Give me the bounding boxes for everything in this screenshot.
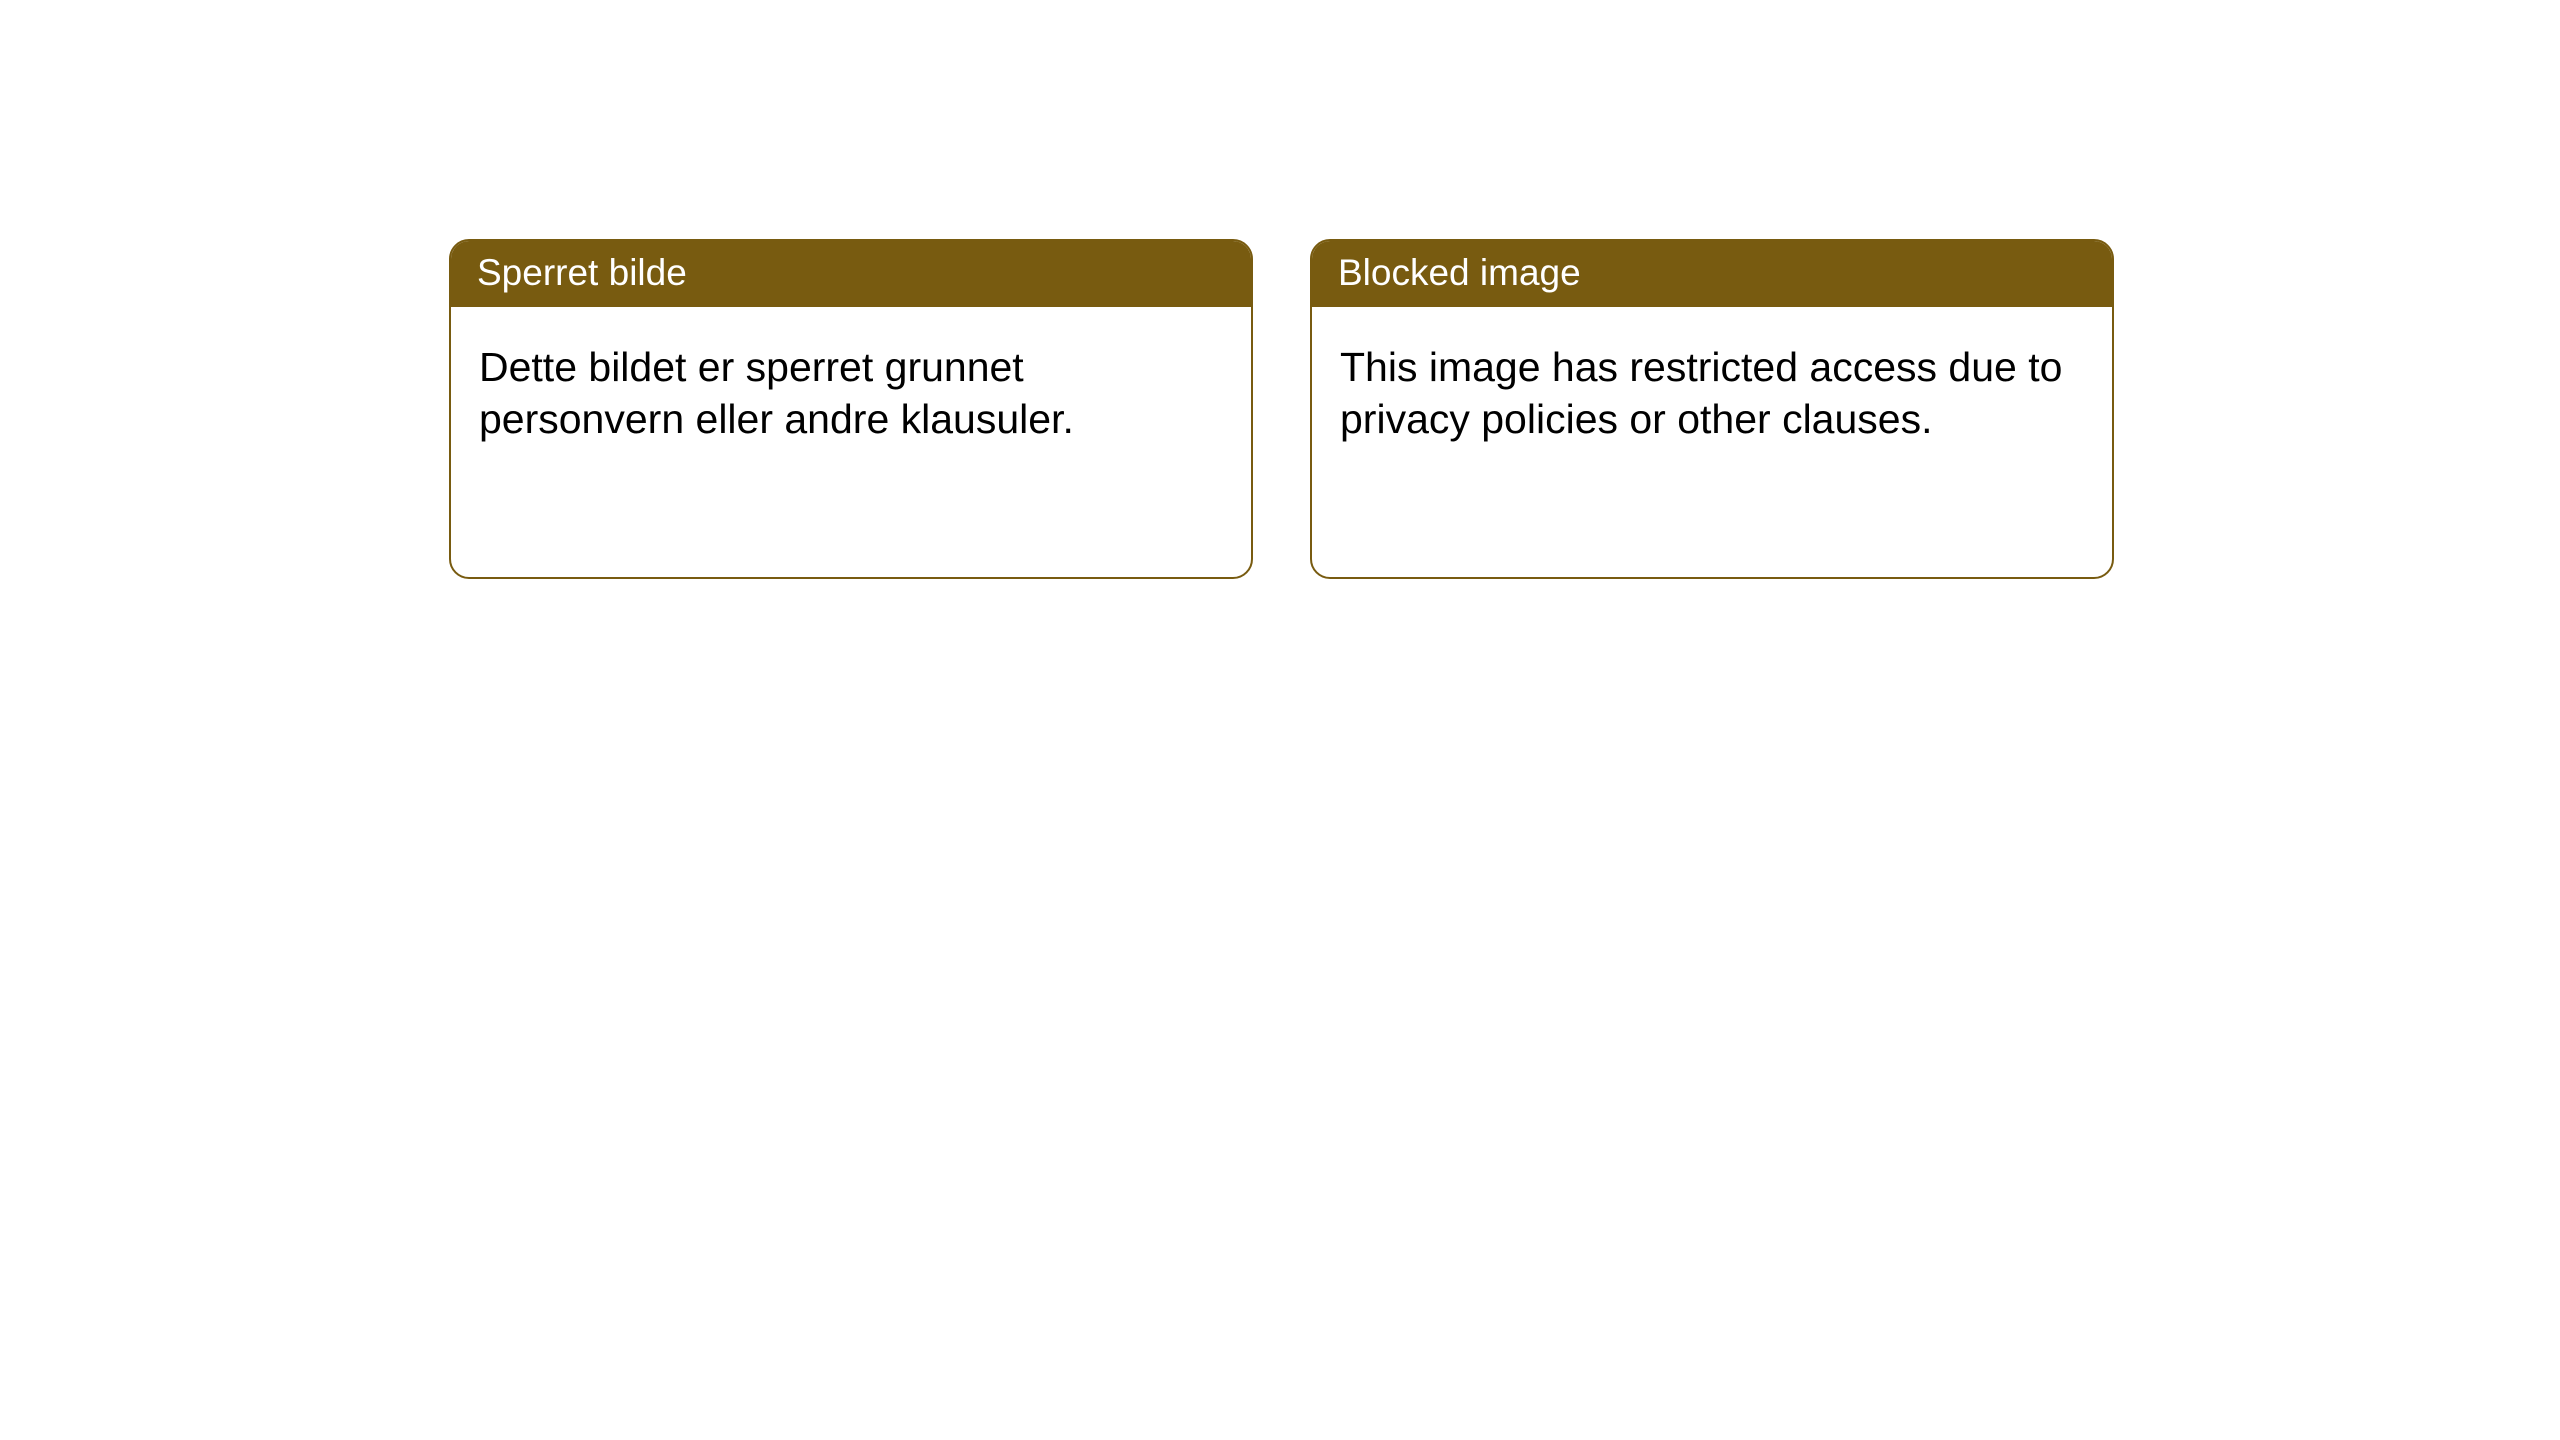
notice-card-title: Sperret bilde bbox=[451, 241, 1251, 307]
notice-cards-row: Sperret bilde Dette bildet er sperret gr… bbox=[0, 0, 2560, 579]
notice-card-body: This image has restricted access due to … bbox=[1312, 307, 2112, 577]
notice-card-norwegian: Sperret bilde Dette bildet er sperret gr… bbox=[449, 239, 1253, 579]
notice-card-title: Blocked image bbox=[1312, 241, 2112, 307]
notice-card-body: Dette bildet er sperret grunnet personve… bbox=[451, 307, 1251, 577]
notice-card-english: Blocked image This image has restricted … bbox=[1310, 239, 2114, 579]
